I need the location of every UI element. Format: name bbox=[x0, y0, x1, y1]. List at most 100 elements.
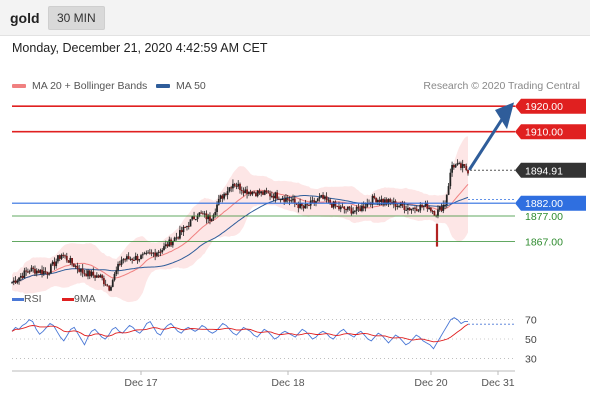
candle-body bbox=[442, 204, 445, 211]
candle-body bbox=[179, 230, 181, 239]
candle bbox=[323, 194, 326, 201]
candle bbox=[375, 197, 377, 203]
candle-body bbox=[281, 198, 284, 200]
candle bbox=[415, 205, 418, 212]
candle-body bbox=[329, 199, 332, 204]
candle bbox=[405, 205, 408, 211]
candle-body bbox=[405, 209, 408, 211]
candle bbox=[272, 193, 275, 202]
candle bbox=[184, 226, 187, 228]
candle bbox=[467, 169, 469, 176]
ma50-swatch bbox=[156, 84, 170, 88]
candle bbox=[414, 206, 416, 214]
candle bbox=[164, 240, 167, 249]
candle-body bbox=[217, 198, 220, 205]
candle-body bbox=[348, 206, 351, 209]
candle-body bbox=[28, 271, 31, 273]
candle bbox=[293, 195, 296, 208]
candle-body bbox=[233, 183, 236, 186]
candle-body bbox=[209, 215, 211, 222]
candle bbox=[49, 263, 52, 274]
candle-body bbox=[117, 263, 119, 271]
candle-body bbox=[74, 265, 77, 267]
candle bbox=[233, 182, 236, 188]
candle-body bbox=[186, 225, 188, 228]
candle-body bbox=[14, 280, 17, 283]
candle bbox=[417, 208, 420, 213]
rsi-axis-label-70: 70 bbox=[525, 315, 537, 327]
candle-body bbox=[454, 164, 457, 168]
candle-body bbox=[440, 206, 443, 211]
candle bbox=[438, 205, 441, 212]
candle-body bbox=[88, 270, 91, 277]
candle-body bbox=[438, 206, 441, 210]
candle-body bbox=[447, 186, 450, 195]
candle bbox=[34, 265, 36, 277]
candle-body bbox=[415, 208, 418, 211]
candle bbox=[290, 197, 293, 203]
candle-body bbox=[171, 241, 174, 246]
candle bbox=[267, 190, 270, 194]
candle bbox=[136, 253, 139, 264]
timeframe-badge[interactable]: 30 MIN bbox=[48, 6, 105, 30]
candle-body bbox=[410, 208, 413, 211]
candle bbox=[80, 268, 82, 276]
candle-body bbox=[350, 208, 353, 214]
candle bbox=[456, 159, 459, 166]
candle bbox=[175, 232, 178, 241]
candle-body bbox=[315, 201, 317, 203]
candle-body bbox=[64, 255, 66, 257]
candle-body bbox=[244, 189, 247, 194]
candle-body bbox=[173, 237, 176, 242]
candle bbox=[242, 187, 245, 197]
candle bbox=[318, 193, 321, 202]
candle bbox=[346, 206, 349, 212]
candle bbox=[133, 256, 135, 261]
candle bbox=[285, 193, 287, 204]
candle-body bbox=[460, 163, 462, 168]
candle-body bbox=[150, 252, 153, 254]
candle-body bbox=[51, 261, 54, 265]
candle-body bbox=[55, 261, 58, 267]
legend-ma20: MA 20 + Bollinger Bands bbox=[12, 80, 147, 92]
candle-body bbox=[288, 199, 291, 201]
legend-9ma: 9MA bbox=[62, 293, 96, 305]
candle-body bbox=[41, 269, 43, 274]
candle-body bbox=[32, 267, 35, 269]
candle-body bbox=[182, 226, 185, 233]
candle-body bbox=[175, 237, 178, 239]
candle-body bbox=[283, 198, 286, 202]
candle-body bbox=[111, 280, 114, 287]
candle bbox=[23, 267, 26, 279]
candle-body bbox=[331, 203, 333, 208]
candle bbox=[336, 205, 339, 208]
candle-body bbox=[332, 201, 335, 208]
candle bbox=[451, 161, 453, 177]
projection-arrow-shaft bbox=[468, 116, 505, 171]
candle-body bbox=[467, 170, 469, 174]
candle-body bbox=[194, 219, 197, 221]
candle-body bbox=[306, 204, 309, 206]
candle bbox=[103, 275, 105, 287]
candle bbox=[203, 210, 206, 218]
level-label-1910.00: 1910.00 bbox=[525, 127, 563, 139]
candle-body bbox=[92, 271, 95, 276]
ma9-label: 9MA bbox=[74, 293, 96, 305]
candle-body bbox=[373, 195, 376, 198]
candle bbox=[53, 257, 56, 270]
candle-body bbox=[375, 197, 377, 203]
candle-body bbox=[318, 196, 321, 199]
candle-body bbox=[180, 230, 183, 233]
candle bbox=[64, 254, 66, 259]
candle-body bbox=[290, 200, 293, 202]
candle bbox=[12, 277, 15, 286]
candle-body bbox=[25, 270, 28, 272]
candle bbox=[148, 248, 151, 255]
candle bbox=[74, 264, 77, 269]
candle bbox=[157, 250, 160, 257]
candle bbox=[376, 198, 379, 206]
candle bbox=[251, 191, 254, 197]
candle bbox=[76, 262, 79, 274]
candle bbox=[180, 226, 183, 236]
